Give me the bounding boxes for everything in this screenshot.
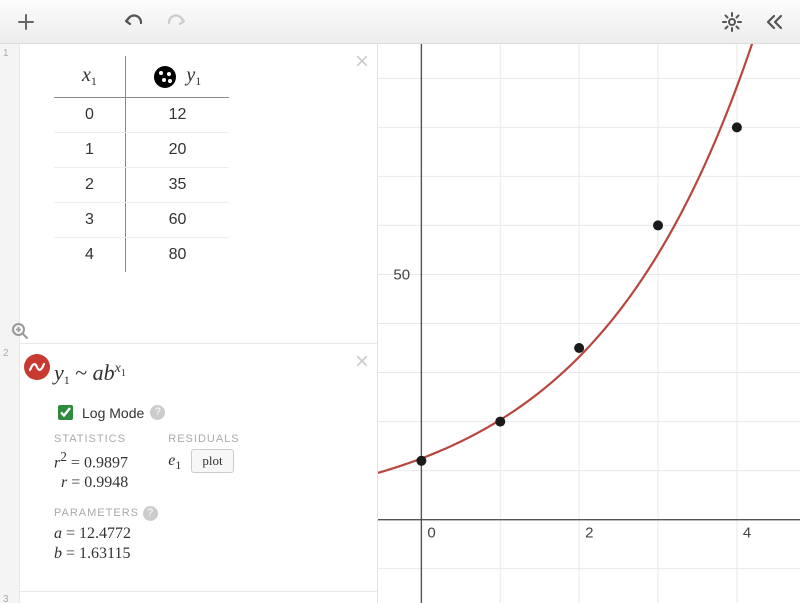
log-mode-input[interactable]: [58, 405, 73, 420]
table-row[interactable]: 012: [54, 98, 229, 133]
toolbar: [0, 0, 800, 44]
close-icon[interactable]: ×: [355, 350, 369, 374]
cell-x[interactable]: 1: [54, 133, 125, 168]
panel-index: 1: [3, 48, 9, 59]
regression-panel[interactable]: × y1 ~ abx1 Log Mode ? STATISTICS: [20, 344, 377, 592]
svg-text:0: 0: [427, 525, 435, 542]
cell-x[interactable]: 0: [54, 98, 125, 133]
add-button[interactable]: [8, 4, 44, 40]
table-row[interactable]: 120: [54, 133, 229, 168]
r-value: r = 0.9948: [54, 474, 128, 492]
graph-area[interactable]: 0 2 4 50: [378, 44, 800, 603]
plot-button[interactable]: plot: [191, 449, 233, 473]
regression-icon: [24, 354, 50, 380]
cell-x[interactable]: 4: [54, 238, 125, 273]
cell-x[interactable]: 2: [54, 168, 125, 203]
cell-y[interactable]: 12: [125, 98, 229, 133]
table-row[interactable]: 480: [54, 238, 229, 273]
residuals-row: e1 plot: [168, 449, 239, 473]
expression-list: 1 2 3 × x1: [0, 44, 378, 603]
help-icon[interactable]: ?: [150, 405, 165, 420]
cell-x[interactable]: 3: [54, 203, 125, 238]
param-a: a = 12.4772: [54, 525, 367, 543]
data-table[interactable]: x1 y1: [54, 56, 229, 272]
close-icon[interactable]: ×: [355, 50, 369, 74]
regression-equation[interactable]: y1 ~ abx1: [54, 360, 367, 388]
residuals-label: RESIDUALS: [168, 433, 239, 445]
app-root: 1 2 3 × x1: [0, 0, 800, 603]
svg-text:2: 2: [585, 525, 593, 542]
main: 1 2 3 × x1: [0, 44, 800, 603]
undo-button[interactable]: [116, 4, 152, 40]
gutter: 1 2 3: [0, 44, 20, 603]
panel-index: 2: [3, 348, 9, 359]
cell-y[interactable]: 80: [125, 238, 229, 273]
stats-label: STATISTICS: [54, 433, 128, 445]
log-mode-checkbox[interactable]: Log Mode ?: [54, 402, 367, 423]
settings-button[interactable]: [714, 4, 750, 40]
col-header-x[interactable]: x1: [54, 56, 125, 98]
r-squared-value: r2 = 0.9897: [54, 449, 128, 472]
help-icon[interactable]: ?: [143, 506, 158, 521]
col-header-y[interactable]: y1: [125, 56, 229, 98]
svg-text:4: 4: [743, 525, 751, 542]
collapse-button[interactable]: [756, 4, 792, 40]
cell-y[interactable]: 20: [125, 133, 229, 168]
cell-y[interactable]: 35: [125, 168, 229, 203]
table-row[interactable]: 235: [54, 168, 229, 203]
panel-index: 3: [3, 594, 9, 603]
redo-button[interactable]: [158, 4, 194, 40]
table-panel[interactable]: × x1: [20, 44, 377, 344]
svg-text:50: 50: [393, 266, 410, 283]
scatter-icon: [154, 66, 176, 88]
parameters-label: PARAMETERS ?: [54, 506, 367, 521]
param-b: b = 1.63115: [54, 545, 367, 563]
cell-y[interactable]: 60: [125, 203, 229, 238]
graph-svg: 0 2 4 50: [378, 44, 800, 603]
table-row[interactable]: 360: [54, 203, 229, 238]
